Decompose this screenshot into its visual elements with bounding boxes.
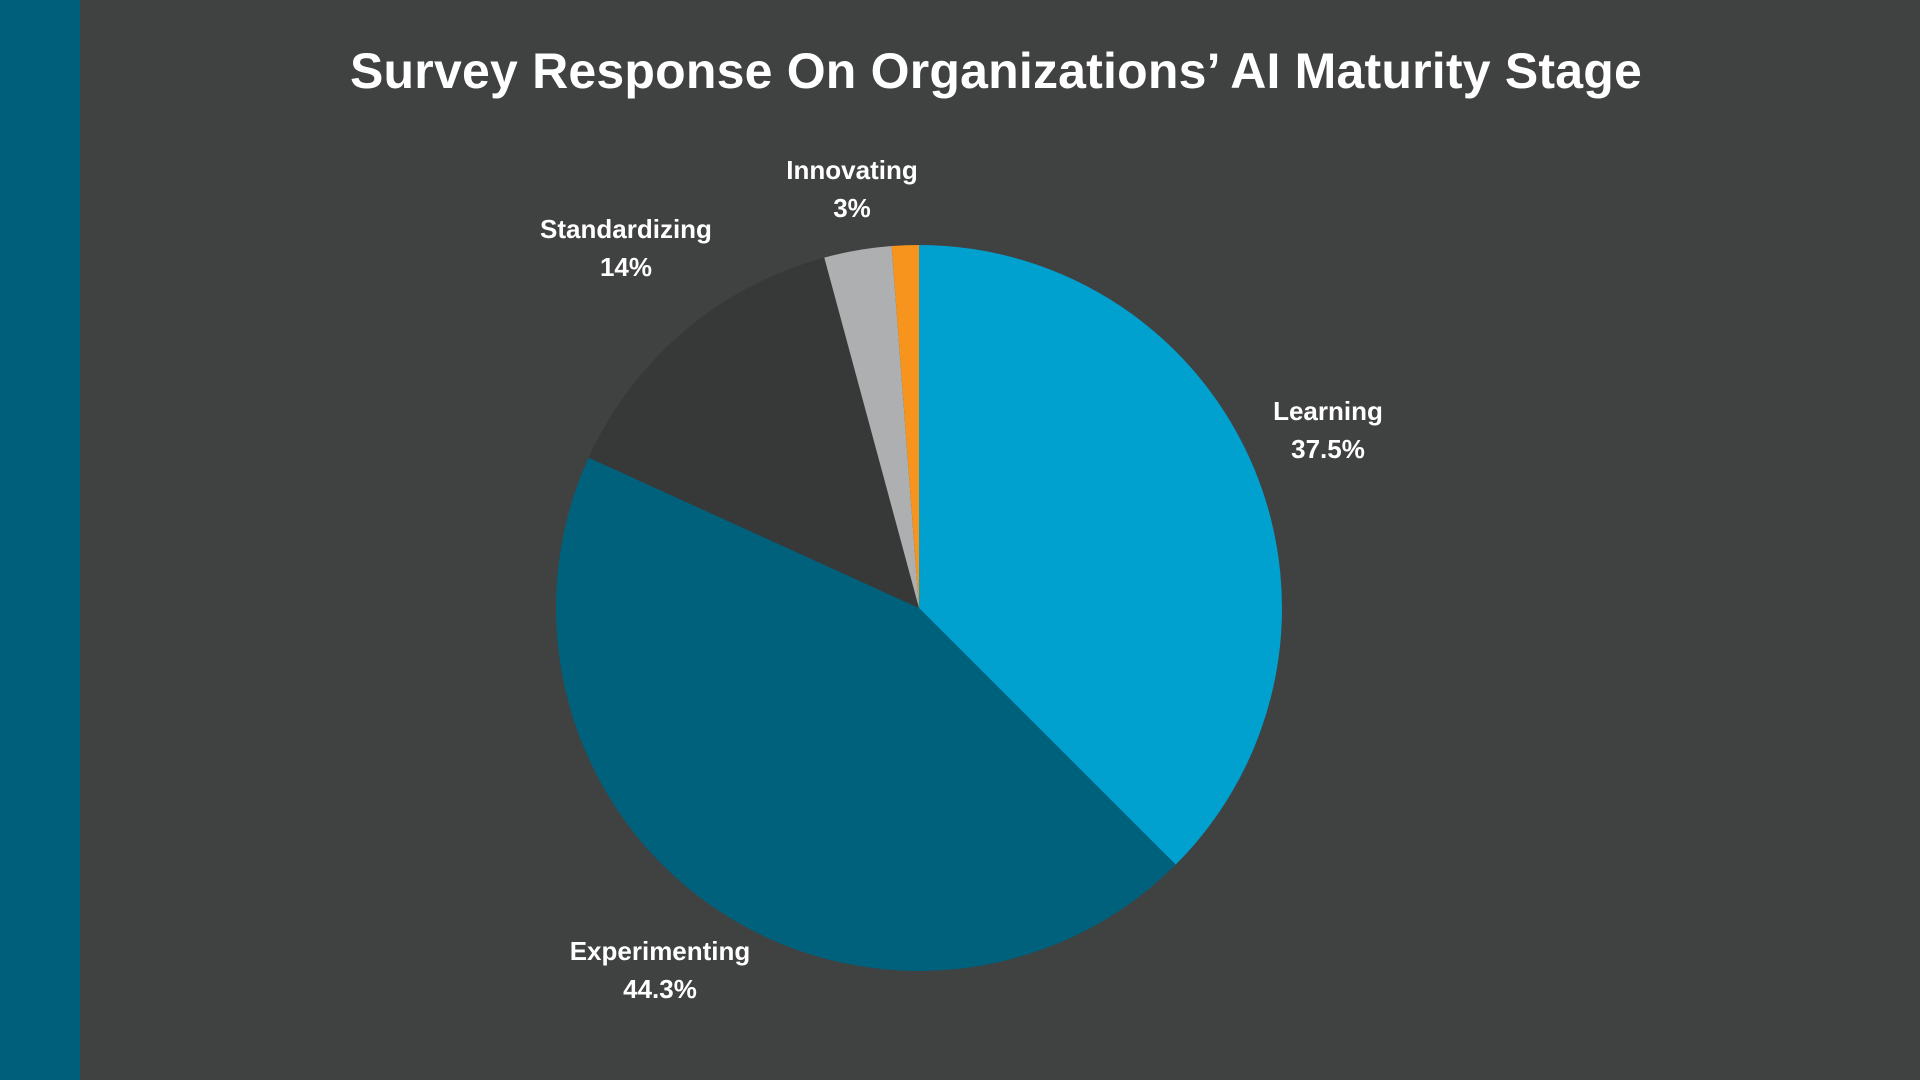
pie-slice-experimenting — [555, 457, 1176, 972]
side-accent-bar — [0, 0, 80, 1080]
slice-label-standardizing: Standardizing — [540, 214, 712, 244]
pie-slice-standardizing — [588, 257, 919, 608]
slice-value-experimenting: 44.3% — [623, 974, 697, 1004]
slice-label-learning: Learning — [1273, 396, 1383, 426]
slice-value-innovating: 3% — [833, 193, 871, 223]
slice-value-learning: 37.5% — [1291, 434, 1365, 464]
pie-slice-innovating — [824, 246, 919, 608]
chart-title: Survey Response On Organizations’ AI Mat… — [350, 43, 1642, 99]
slice-label-experimenting: Experimenting — [570, 936, 751, 966]
slice-value-standardizing: 14% — [600, 252, 652, 282]
slice-label-innovating: Innovating — [786, 155, 917, 185]
pie-slice-other — [891, 244, 919, 608]
pie-slice-learning — [919, 245, 1283, 865]
